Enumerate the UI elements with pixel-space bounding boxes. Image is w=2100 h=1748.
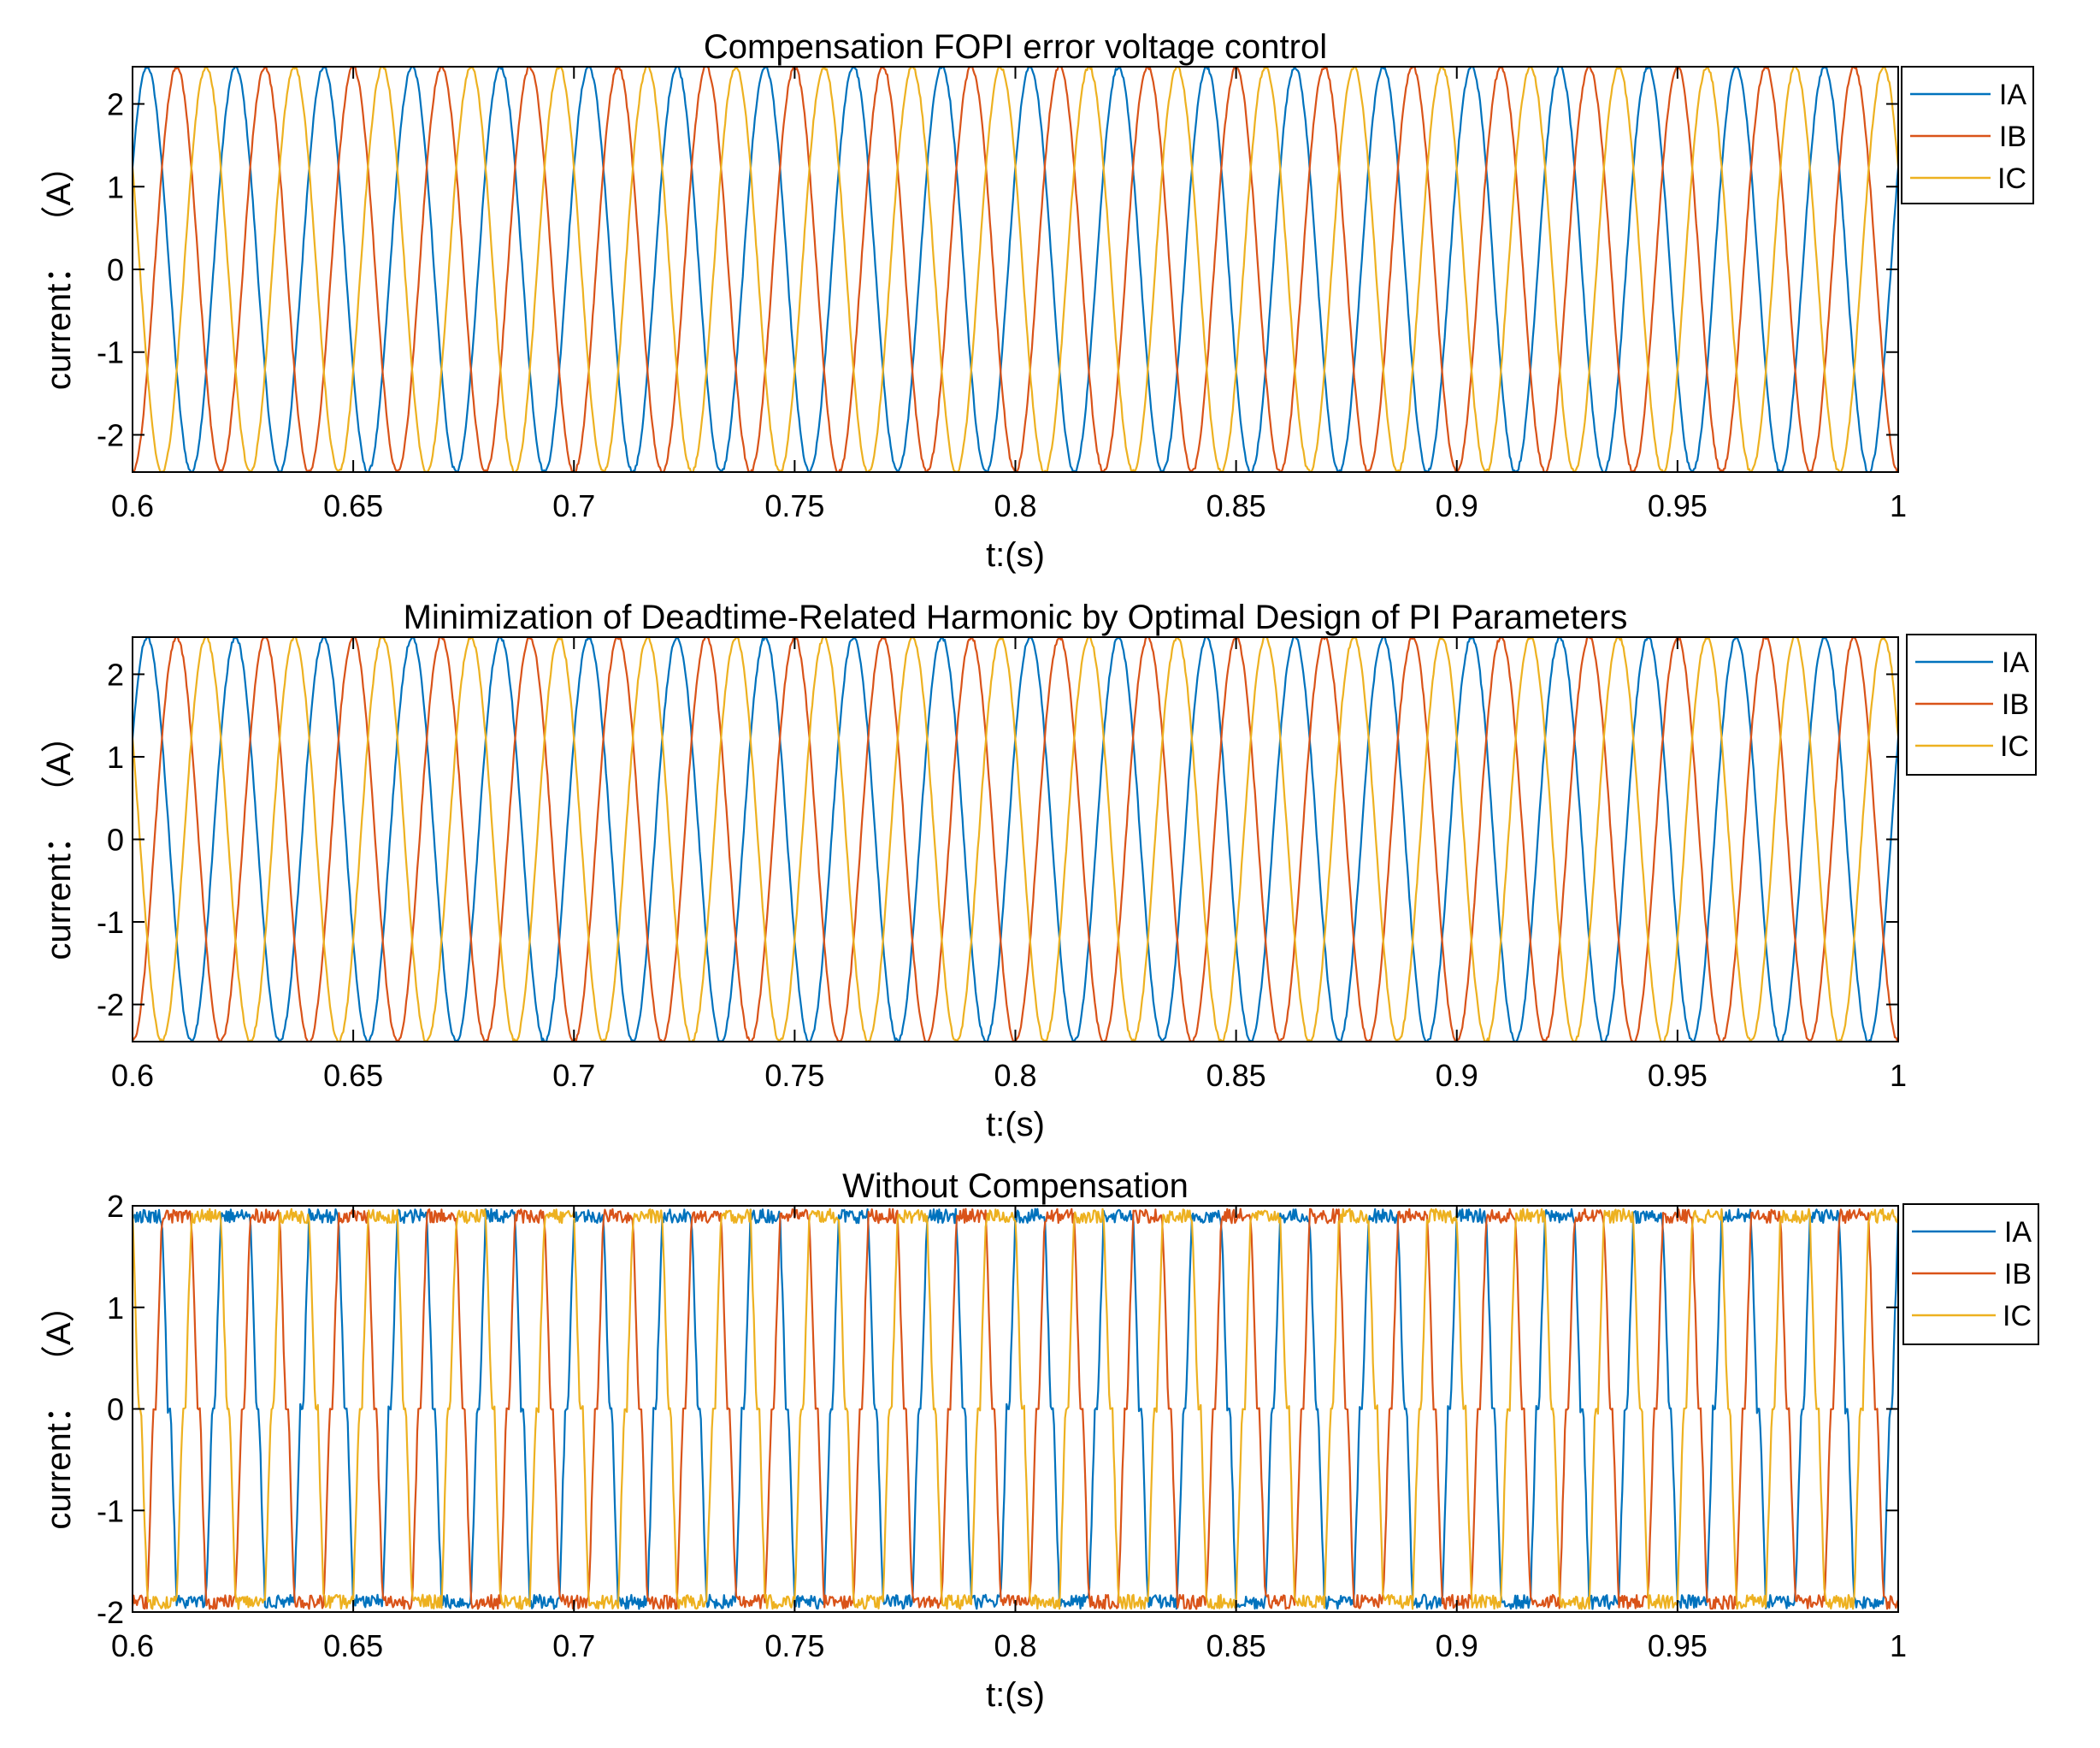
x-tick-label: 0.8 xyxy=(994,488,1036,523)
y-tick-label: 0 xyxy=(107,823,124,858)
y-tick-label: 0 xyxy=(107,1392,124,1427)
x-tick-label: 1 xyxy=(1890,1628,1907,1663)
x-tick-label: 0.75 xyxy=(764,1058,824,1093)
x-tick-label: 0.85 xyxy=(1206,1628,1266,1663)
x-tick-label: 0.85 xyxy=(1206,1058,1266,1093)
y-tick-label: 2 xyxy=(107,87,124,122)
plot-area xyxy=(133,67,1898,472)
plot-area xyxy=(133,1206,1898,1612)
x-tick-label: 0.65 xyxy=(323,1058,383,1093)
x-axis-label: t:(s) xyxy=(986,1676,1045,1714)
x-tick-label: 0.75 xyxy=(764,1628,824,1663)
x-tick-label: 0.6 xyxy=(111,1058,154,1093)
y-tick-label: 2 xyxy=(107,1189,124,1224)
y-tick-label: 1 xyxy=(107,1290,124,1326)
chart-panel-2: 0.6 0.65 0.7 0.75 0.8 0.85 0.9 0.95 1 -2 -1 0 1 2 Mini… xyxy=(40,599,2037,1143)
x-tick-label: 0.6 xyxy=(111,1628,154,1663)
x-tick-label: 0.95 xyxy=(1648,488,1708,523)
legend: IA IB IC xyxy=(1901,66,2034,204)
y-axis-label: current： （A） xyxy=(40,718,78,960)
x-axis-label: t:(s) xyxy=(986,1106,1045,1143)
x-tick-label: 0.65 xyxy=(323,488,383,523)
y-tick-label: -2 xyxy=(97,1595,124,1630)
legend-label-ib: IB xyxy=(2004,1258,2032,1290)
x-tick-label: 0.65 xyxy=(323,1628,383,1663)
x-tick-label: 0.9 xyxy=(1436,1628,1478,1663)
x-tick-label: 0.7 xyxy=(552,1058,595,1093)
x-tick-label: 0.95 xyxy=(1648,1058,1708,1093)
x-tick-label: 1 xyxy=(1890,1058,1907,1093)
y-axis-label: current： （A） xyxy=(40,1288,78,1529)
x-tick-label: 0.8 xyxy=(994,1628,1036,1663)
chart-panel-1: 0.6 0.65 0.7 0.75 0.8 0.85 0.9 0.95 1 -2 -1 0 1 2 Comp… xyxy=(40,28,2034,574)
legend-label-ib: IB xyxy=(2002,688,2029,721)
x-tick-label: 0.6 xyxy=(111,488,154,523)
x-tick-label: 0.7 xyxy=(552,1628,595,1663)
x-tick-label: 0.8 xyxy=(994,1058,1036,1093)
x-tick-label: 0.95 xyxy=(1648,1628,1708,1663)
y-tick-label: 0 xyxy=(107,252,124,287)
chart-title: Without Compensation xyxy=(842,1167,1189,1205)
chart-title: Minimization of Deadtime-Related Harmoni… xyxy=(404,599,1628,636)
x-tick-label: 0.9 xyxy=(1436,1058,1478,1093)
legend-label-ib: IB xyxy=(1999,121,2026,153)
legend-label-ic: IC xyxy=(1997,162,2026,195)
y-tick-label: 1 xyxy=(107,740,124,775)
y-axis-label: current： （A） xyxy=(40,149,78,390)
series-line-ic xyxy=(133,1208,1898,1610)
x-tick-label: 1 xyxy=(1890,488,1907,523)
y-tick-label: 2 xyxy=(107,657,124,692)
x-tick-label: 0.85 xyxy=(1206,488,1266,523)
legend-label-ia: IA xyxy=(2002,647,2029,679)
x-tick-label: 0.75 xyxy=(764,488,824,523)
legend-label-ia: IA xyxy=(2004,1216,2032,1249)
y-tick-label: 1 xyxy=(107,169,124,204)
legend-label-ic: IC xyxy=(2003,1300,2032,1332)
plot-area xyxy=(133,637,1898,1042)
y-tick-label: -2 xyxy=(97,417,124,452)
x-axis-label: t:(s) xyxy=(986,536,1045,574)
y-tick-label: -2 xyxy=(97,988,124,1023)
y-tick-label: -1 xyxy=(97,1493,124,1528)
legend: IA IB IC xyxy=(1906,634,2037,776)
x-tick-label: 0.7 xyxy=(552,488,595,523)
legend-label-ic: IC xyxy=(2000,730,2029,763)
y-tick-label: -1 xyxy=(97,905,124,940)
legend: IA IB IC xyxy=(1902,1203,2039,1345)
x-tick-label: 0.9 xyxy=(1436,488,1478,523)
chart-title: Compensation FOPI error voltage control xyxy=(704,28,1327,66)
legend-label-ia: IA xyxy=(1999,79,2026,111)
y-tick-label: -1 xyxy=(97,335,124,370)
chart-panel-3: 0.6 0.65 0.7 0.75 0.8 0.85 0.9 0.95 1 -2 -1 0 1 2 With… xyxy=(40,1167,2039,1714)
